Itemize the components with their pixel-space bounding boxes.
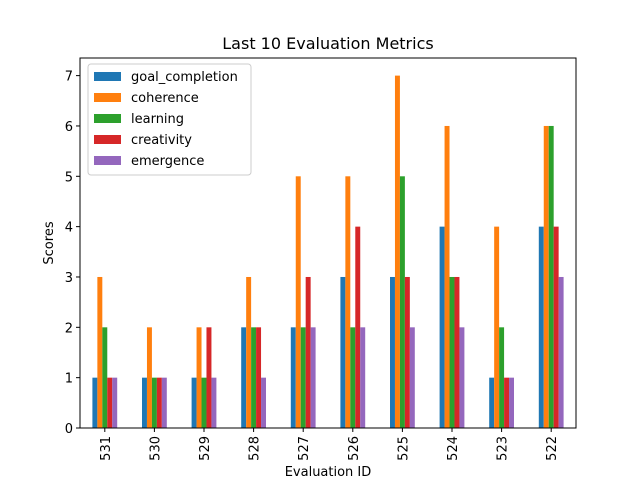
legend-label-coherence: coherence <box>131 91 199 106</box>
bars-group <box>92 75 564 429</box>
y-axis-label: Scores <box>42 221 57 264</box>
bar-creativity-530 <box>156 377 162 428</box>
y-tick-label: 6 <box>65 120 73 135</box>
y-axis: 0 1 2 3 4 5 6 7 <box>65 70 80 437</box>
bar-emergence-526 <box>360 327 366 428</box>
x-tick-label: 523 <box>496 436 511 461</box>
y-tick-label: 7 <box>65 70 73 85</box>
bar-creativity-529 <box>206 327 212 428</box>
bar-emergence-527 <box>310 327 316 428</box>
bar-learning-526 <box>350 327 356 428</box>
bar-goal_completion-525 <box>390 276 395 428</box>
bar-goal_completion-523 <box>489 377 495 428</box>
legend-label-creativity: creativity <box>131 133 192 148</box>
plot-frame <box>79 57 577 429</box>
x-axis-label: Evaluation ID <box>285 465 372 480</box>
x-tick-label: 525 <box>396 436 411 461</box>
bar-emergence-530 <box>161 377 167 428</box>
legend-label-emergence: emergence <box>131 154 204 169</box>
bar-emergence-525 <box>409 327 415 428</box>
bar-learning-523 <box>499 327 505 428</box>
chart-title: Last 10 Evaluation Metrics <box>222 34 433 53</box>
x-tick-label: 526 <box>347 436 362 461</box>
y-tick-label: 5 <box>65 170 73 185</box>
bar-creativity-531 <box>107 377 113 428</box>
bar-learning-531 <box>102 327 108 428</box>
bar-creativity-528 <box>256 327 262 428</box>
bar-emergence-524 <box>459 327 465 428</box>
y-tick-label: 3 <box>65 271 73 286</box>
bar-emergence-529 <box>211 377 217 428</box>
bar-coherence-527 <box>295 176 301 428</box>
bar-coherence-525 <box>394 75 400 429</box>
bar-coherence-522 <box>543 125 549 429</box>
legend-label-goal_completion: goal_completion <box>131 70 238 85</box>
legend-swatch-goal_completion <box>94 72 121 81</box>
y-tick-label: 1 <box>65 372 73 387</box>
bar-creativity-526 <box>355 226 361 428</box>
bar-learning-525 <box>399 176 405 428</box>
y-tick-label: 2 <box>65 321 73 336</box>
bar-creativity-527 <box>305 276 311 428</box>
legend-swatch-learning <box>94 114 121 123</box>
bar-coherence-529 <box>196 327 202 428</box>
x-tick-label: 530 <box>148 436 163 461</box>
bar-goal_completion-530 <box>142 377 147 428</box>
legend: goal_completion coherence learning creativi… <box>87 63 252 176</box>
bar-learning-524 <box>449 276 455 428</box>
bar-coherence-524 <box>444 125 450 429</box>
bar-coherence-523 <box>494 226 500 428</box>
bar-emergence-528 <box>261 377 266 428</box>
x-tick-label: 527 <box>297 436 312 461</box>
x-axis: 531 530 529 528 527 526 525 524 523 522 <box>99 428 560 461</box>
bar-learning-527 <box>300 327 306 428</box>
bar-goal_completion-531 <box>92 377 98 428</box>
bar-coherence-530 <box>146 327 152 428</box>
legend-swatch-creativity <box>94 135 121 144</box>
bar-goal_completion-528 <box>241 327 247 428</box>
bar-goal_completion-527 <box>290 327 296 428</box>
x-tick-label: 531 <box>99 436 114 461</box>
legend-swatch-emergence <box>94 156 121 165</box>
bar-learning-522 <box>548 125 554 429</box>
x-tick-label: 524 <box>446 436 461 461</box>
bar-creativity-525 <box>404 276 410 428</box>
bar-learning-528 <box>251 327 257 428</box>
bar-coherence-528 <box>246 276 252 428</box>
y-tick-label: 4 <box>65 221 73 236</box>
y-tick-label: 0 <box>65 422 73 437</box>
bar-creativity-523 <box>504 377 510 428</box>
bar-learning-530 <box>151 377 157 428</box>
bar-creativity-522 <box>553 226 559 428</box>
bar-goal_completion-522 <box>538 226 544 428</box>
legend-box <box>87 63 252 176</box>
bar-emergence-523 <box>509 377 514 428</box>
bar-learning-529 <box>201 377 207 428</box>
bar-emergence-531 <box>112 377 118 428</box>
bar-coherence-531 <box>97 276 103 428</box>
bar-coherence-526 <box>345 176 351 428</box>
x-tick-label: 529 <box>198 436 213 461</box>
bar-goal_completion-526 <box>340 276 346 428</box>
legend-swatch-coherence <box>94 93 121 102</box>
bar-emergence-522 <box>558 276 564 428</box>
bar-creativity-524 <box>454 276 460 428</box>
x-tick-label: 528 <box>248 436 263 461</box>
bar-goal_completion-524 <box>439 226 445 428</box>
bar-goal_completion-529 <box>191 377 197 428</box>
legend-label-learning: learning <box>131 112 184 127</box>
x-tick-label: 522 <box>545 436 560 461</box>
